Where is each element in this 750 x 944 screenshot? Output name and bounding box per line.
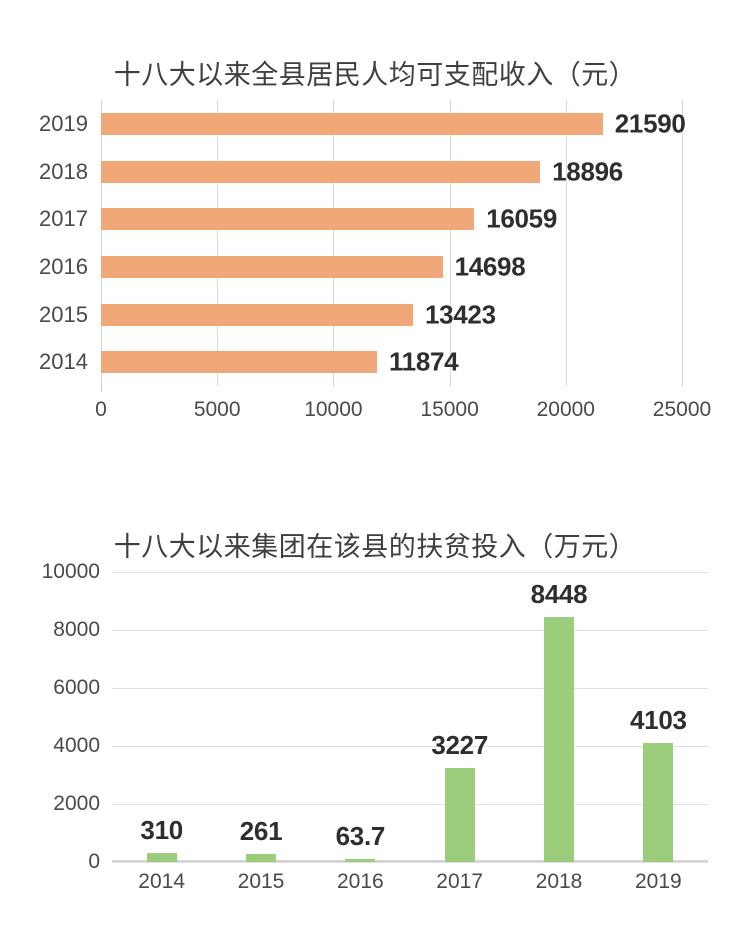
poverty-relief-chart-x-tick-label: 2015 (237, 870, 285, 893)
income-chart-bar-row[interactable]: 16059 (101, 204, 682, 234)
income-chart-bar-row[interactable]: 21590 (101, 108, 686, 138)
income-chart-bar[interactable] (101, 208, 475, 231)
income-chart-x-tick-label: 10000 (304, 398, 363, 421)
income-chart-bar[interactable] (101, 351, 377, 374)
income-chart-category-label: 2019 (39, 110, 88, 136)
income-chart-title: 十八大以来全县居民人均可支配收入（元） (113, 60, 637, 91)
income-chart-gridline (682, 100, 683, 386)
income-chart-category-label: 2015 (39, 301, 88, 327)
poverty-relief-chart-bar[interactable] (544, 617, 574, 862)
poverty-relief-chart-gridline (112, 630, 708, 631)
poverty-relief-chart-bar[interactable] (444, 768, 475, 862)
poverty-relief-chart-value-label: 4103 (630, 705, 687, 735)
income-chart-bar[interactable] (101, 112, 603, 135)
poverty-relief-chart-value-label: 8448 (530, 579, 588, 609)
income-chart-y-tick-labels: 2019 2018 2017 2016 2015 2014 (0, 100, 88, 386)
poverty-relief-chart-y-tick-label: 0 (88, 850, 100, 873)
income-chart-bar[interactable] (101, 160, 541, 183)
income-chart-gridline (101, 100, 102, 386)
income-chart-gridline (565, 100, 567, 386)
poverty-relief-chart-gridline (112, 688, 708, 689)
income-chart-gridline (217, 100, 219, 386)
poverty-relief-chart-y-tick-label: 8000 (53, 618, 100, 641)
poverty-relief-chart-x-tick-label: 2014 (138, 870, 186, 893)
income-chart-x-tick-label: 20000 (536, 398, 595, 421)
poverty-relief-chart-x-tick-label: 2017 (436, 870, 484, 893)
poverty-relief-chart-gridline (112, 746, 708, 747)
income-chart-category-label: 2017 (39, 206, 88, 232)
poverty-relief-chart-panel: 十八大以来集团在该县的扶贫投入（万元） 0 2000 4000 6000 8000 100… (0, 470, 750, 944)
poverty-relief-chart-x-tick-label: 2016 (336, 870, 384, 893)
income-chart-x-tick-label: 0 (95, 398, 107, 421)
poverty-relief-chart-y-tick-label: 4000 (53, 734, 100, 757)
poverty-relief-chart-x-tick-label: 2018 (535, 870, 583, 893)
income-chart-x-tick-labels: 0 5000 10000 15000 20000 25000 (95, 398, 711, 428)
income-chart-value-label: 14698 (454, 251, 526, 282)
income-chart-category-label: 2014 (39, 349, 88, 375)
poverty-relief-chart-y-tick-label: 6000 (53, 676, 100, 699)
income-chart-panel: 十八大以来全县居民人均可支配收入（元） 2019 2018 2017 2016 2015… (0, 0, 750, 470)
income-chart-x-tick-label: 15000 (420, 398, 479, 421)
income-chart-x-tick-label: 25000 (652, 398, 712, 421)
income-chart-value-label: 18896 (552, 156, 623, 186)
poverty-relief-chart-value-label: 3227 (431, 730, 488, 761)
poverty-relief-chart-gridline (112, 804, 708, 805)
income-chart-bar[interactable] (101, 255, 443, 278)
poverty-relief-chart-bar[interactable] (643, 743, 674, 862)
income-chart-bar-row[interactable]: 13423 (101, 299, 682, 329)
income-chart-value-label: 16059 (486, 203, 558, 234)
income-chart-bar-row[interactable]: 18896 (101, 156, 682, 186)
poverty-relief-chart-x-tick-label: 2019 (634, 870, 682, 893)
income-chart-value-label: 13423 (424, 299, 496, 329)
poverty-relief-chart-y-tick-label: 2000 (53, 792, 100, 815)
income-chart-value-label: 11874 (388, 346, 459, 377)
poverty-relief-chart-bar[interactable] (246, 854, 276, 862)
poverty-relief-chart-plot-area: 310 261 63.7 3227 8448 4103 (112, 572, 708, 863)
poverty-relief-chart-gridline (112, 572, 708, 573)
poverty-relief-chart-value-label: 63.7 (335, 821, 386, 851)
poverty-relief-chart-value-label: 261 (239, 816, 283, 847)
poverty-relief-chart-bar[interactable] (146, 853, 177, 862)
poverty-relief-chart-baseline (112, 860, 708, 862)
income-chart-gridline (333, 100, 335, 386)
income-chart-category-label: 2018 (39, 158, 88, 184)
poverty-relief-chart-y-tick-label: 10000 (41, 560, 100, 583)
poverty-relief-chart-gridline (112, 862, 708, 863)
income-chart-bar-row[interactable]: 14698 (101, 251, 682, 281)
poverty-relief-chart-value-label: 310 (140, 815, 183, 845)
poverty-relief-chart-bar[interactable] (345, 859, 376, 862)
income-chart-category-label: 2016 (39, 253, 88, 279)
income-chart-plot-area: 21590 18896 16059 14698 13423 11874 (101, 100, 686, 386)
income-chart-bar-row[interactable]: 11874 (101, 347, 682, 377)
poverty-relief-chart-title: 十八大以来集团在该县的扶贫投入（万元） (113, 532, 637, 563)
income-chart-value-label: 21590 (614, 108, 686, 139)
poverty-relief-chart-x-tick-labels: 2014 2015 2016 2017 2018 2019 (112, 870, 708, 900)
income-chart-bar[interactable] (101, 303, 413, 326)
income-chart-x-tick-label: 5000 (193, 398, 241, 421)
poverty-relief-chart-y-tick-labels: 0 2000 4000 6000 8000 10000 (0, 560, 100, 873)
income-chart-gridline (449, 100, 451, 386)
